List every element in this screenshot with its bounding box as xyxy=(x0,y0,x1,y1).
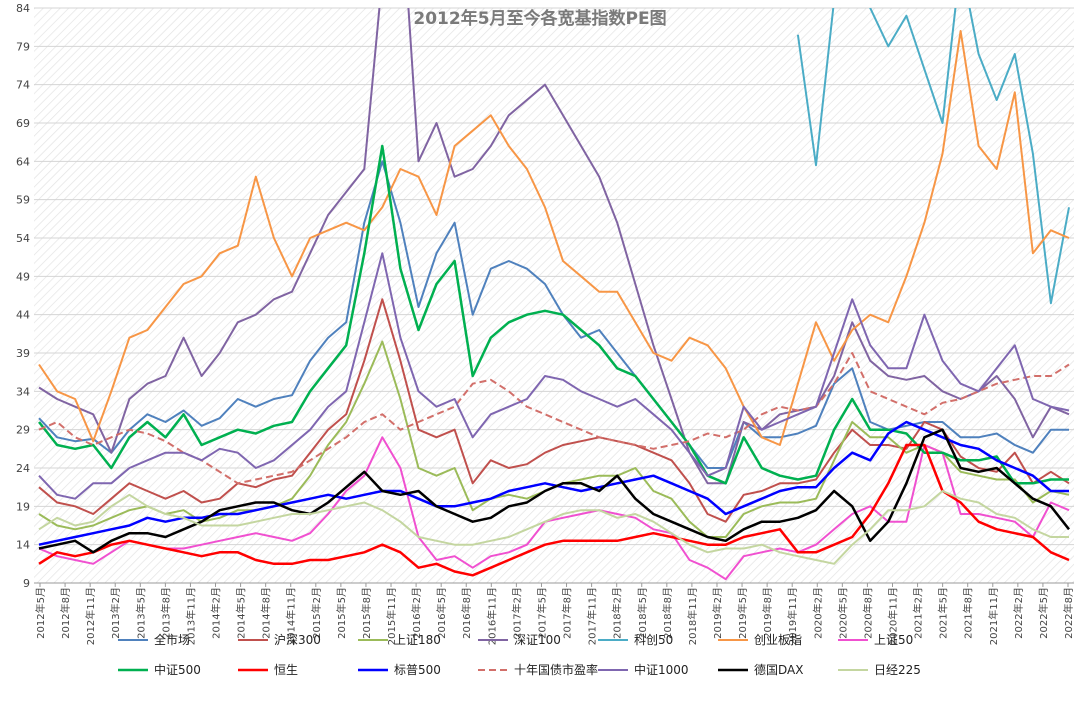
legend-label: 日经225 xyxy=(874,663,921,677)
x-tick-label: 2014年2月 xyxy=(210,587,223,639)
series-line-10 xyxy=(38,352,1070,485)
y-tick-label: 39 xyxy=(16,347,30,360)
legend-label: 上证180 xyxy=(394,633,441,647)
x-tick-label: 2014年8月 xyxy=(260,587,273,639)
x-tick-label: 2013年8月 xyxy=(159,587,172,639)
y-tick-label: 69 xyxy=(16,117,30,130)
x-tick-label: 2012年5月 xyxy=(34,587,47,639)
x-tick-label: 2017年8月 xyxy=(561,587,574,639)
y-tick-label: 29 xyxy=(16,424,30,437)
legend-label: 创业板指 xyxy=(754,632,802,647)
x-tick-label: 2013年2月 xyxy=(109,587,122,639)
series-line-11 xyxy=(38,252,1070,500)
series-line-4 xyxy=(796,8,1070,305)
y-tick-label: 64 xyxy=(16,155,30,168)
legend-label: 德国DAX xyxy=(754,662,803,677)
x-tick-label: 2021年2月 xyxy=(912,587,925,639)
legend-label: 中证500 xyxy=(154,662,201,677)
y-tick-label: 49 xyxy=(16,270,30,283)
chart-title: 2012年5月至今各宽基指数PE图 xyxy=(413,8,666,29)
x-tick-label: 2018年5月 xyxy=(636,587,649,639)
series-line-3 xyxy=(38,8,1070,485)
legend-label: 恒生 xyxy=(274,663,298,677)
y-tick-label: 24 xyxy=(16,462,30,475)
series-line-7 xyxy=(38,144,1069,485)
x-tick-label: 2015年2月 xyxy=(310,587,323,639)
y-tick-label: 14 xyxy=(16,539,30,552)
x-tick-label: 2018年2月 xyxy=(611,587,624,639)
x-tick-label: 2013年11月 xyxy=(184,587,197,645)
x-tick-label: 2015年11月 xyxy=(385,587,398,645)
gridlines xyxy=(34,7,1074,584)
x-tick-label: 2019年11月 xyxy=(786,587,799,645)
x-tick-label: 2014年11月 xyxy=(285,587,298,645)
x-tick-label: 2012年8月 xyxy=(59,587,72,639)
y-tick-label: 9 xyxy=(23,577,30,590)
x-tick-label: 2020年5月 xyxy=(836,587,849,639)
x-tick-label: 2022年2月 xyxy=(1012,587,1025,639)
y-tick-label: 19 xyxy=(16,500,30,513)
series-line-8 xyxy=(38,443,1070,577)
legend-label: 上证50 xyxy=(874,633,913,647)
x-tick-label: 2015年8月 xyxy=(360,587,373,639)
x-tick-label: 2017年2月 xyxy=(510,587,523,639)
legend: 全市场 沪深300 上证180 深证100 科创50 创业板指 上证50 中证500 恒生 标普5… xyxy=(118,632,921,677)
x-tick-label: 2012年11月 xyxy=(84,587,97,645)
x-axis: 2012年5月 2012年8月 2012年11月 2013年2月 2013年5月 2013… xyxy=(34,582,1075,645)
y-tick-label: 79 xyxy=(16,40,30,53)
y-tick-label: 44 xyxy=(16,309,30,322)
legend-label: 沪深300 xyxy=(274,633,321,647)
series-line-1 xyxy=(38,298,1070,523)
legend-label: 中证1000 xyxy=(634,662,689,677)
y-tick-label: 54 xyxy=(16,232,30,245)
legend-label: 十年国债市盈率 xyxy=(514,662,598,677)
x-tick-label: 2020年2月 xyxy=(811,587,824,639)
x-tick-label: 2016年11月 xyxy=(485,587,498,645)
legend-label: 全市场 xyxy=(154,632,190,647)
x-tick-label: 2021年11月 xyxy=(987,587,1000,645)
legend-label: 科创50 xyxy=(634,633,673,647)
x-tick-label: 2021年5月 xyxy=(937,587,950,639)
series-layer xyxy=(38,8,1070,581)
x-tick-label: 2016年5月 xyxy=(435,587,448,639)
series-line-12 xyxy=(38,428,1070,554)
x-tick-label: 2017年5月 xyxy=(535,587,548,639)
x-tick-label: 2016年2月 xyxy=(410,587,423,639)
x-tick-label: 2016年8月 xyxy=(460,587,473,639)
x-tick-label: 2020年8月 xyxy=(861,587,874,639)
legend-label: 深证100 xyxy=(514,633,561,647)
series-line-5 xyxy=(38,30,1070,446)
series-line-13 xyxy=(38,490,1069,565)
x-tick-label: 2018年11月 xyxy=(686,587,699,645)
x-tick-label: 2018年8月 xyxy=(661,587,674,639)
x-tick-label: 2017年11月 xyxy=(586,587,599,645)
x-tick-label: 2019年8月 xyxy=(761,587,774,639)
y-tick-label: 34 xyxy=(16,385,30,398)
x-tick-label: 2019年2月 xyxy=(711,587,724,639)
y-tick-label: 84 xyxy=(16,2,30,15)
series-line-6 xyxy=(38,436,1070,581)
plot-background xyxy=(34,8,1074,583)
x-tick-label: 2021年8月 xyxy=(962,587,975,639)
legend-label: 标普500 xyxy=(394,663,441,677)
y-tick-label: 74 xyxy=(16,79,30,92)
x-tick-label: 2020年11月 xyxy=(886,587,899,645)
x-tick-label: 2019年5月 xyxy=(736,587,749,639)
y-axis: 9 14 19 24 29 34 39 44 49 54 59 64 69 74 79 84 xyxy=(16,2,30,590)
x-tick-label: 2013年5月 xyxy=(134,587,147,639)
x-tick-label: 2022年5月 xyxy=(1037,587,1050,639)
x-tick-label: 2015年5月 xyxy=(335,587,348,639)
x-tick-label: 2014年5月 xyxy=(235,587,248,639)
x-tick-label: 2022年8月 xyxy=(1062,587,1075,639)
y-tick-label: 59 xyxy=(16,194,30,207)
